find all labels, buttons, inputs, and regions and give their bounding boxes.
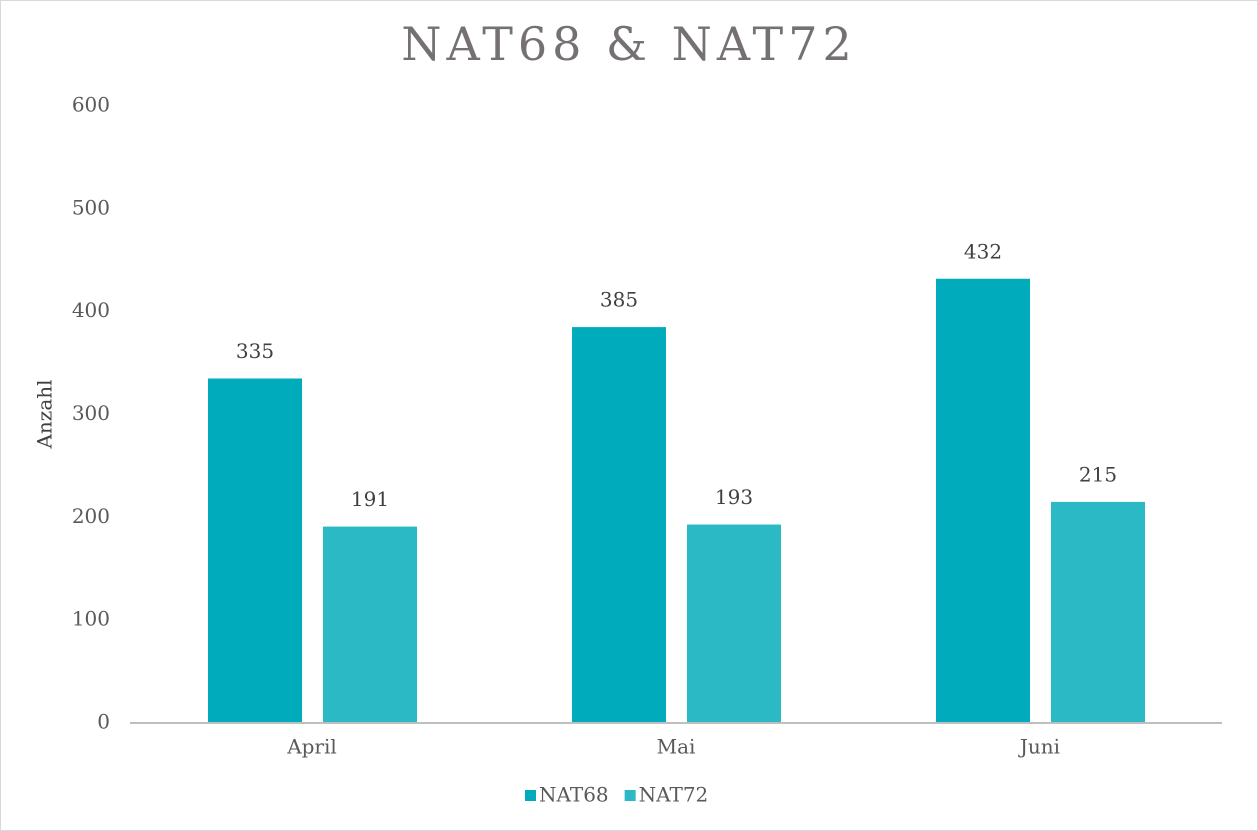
y-tick-label: 0 (97, 710, 110, 734)
y-tick-label: 600 (72, 93, 110, 117)
data-label: 215 (1079, 462, 1117, 486)
data-label: 193 (715, 485, 753, 509)
data-label: 385 (600, 288, 638, 312)
x-tick-label: Mai (657, 735, 696, 759)
bar (572, 327, 666, 723)
data-label: 191 (351, 487, 389, 511)
bar (323, 526, 417, 723)
y-tick-label: 400 (72, 298, 110, 322)
legend-label: NAT72 (639, 783, 709, 807)
y-axis-label: Anzahl (33, 379, 57, 449)
x-tick-label: Juni (1018, 735, 1060, 759)
bar (208, 378, 302, 723)
bar (687, 524, 781, 723)
data-label: 335 (236, 339, 274, 363)
bar (1051, 501, 1145, 723)
chart-title: NAT68 & NAT72 (401, 17, 857, 71)
y-tick-label: 100 (72, 607, 110, 631)
data-label: 432 (964, 239, 1002, 263)
bar (936, 278, 1030, 723)
legend-swatch (624, 790, 636, 801)
x-tick-label: April (286, 735, 337, 759)
legend-label: NAT68 (539, 783, 609, 807)
legend-swatch (525, 790, 536, 801)
y-tick-label: 200 (72, 504, 110, 528)
y-tick-label: 300 (72, 401, 110, 425)
y-tick-label: 500 (72, 195, 110, 219)
